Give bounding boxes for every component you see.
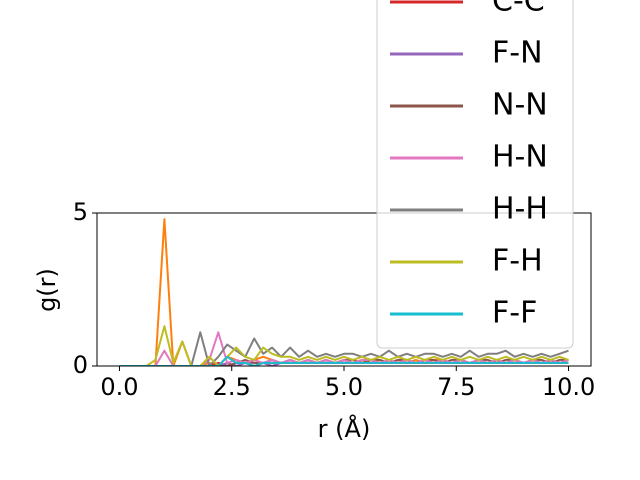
series-line	[119, 331, 569, 366]
legend-label: F-F	[492, 296, 537, 331]
x-tick-label: 5.0	[325, 373, 363, 401]
legend-label: C-C	[492, 0, 545, 19]
x-axis-label: r (Å)	[318, 414, 371, 443]
series-line	[119, 355, 569, 366]
legend-label: F-N	[492, 36, 543, 71]
series-line	[119, 331, 569, 366]
series-line	[119, 325, 569, 366]
legend-label: N-N	[492, 88, 548, 123]
legend-label: H-H	[492, 192, 548, 227]
x-tick-label: 2.5	[213, 373, 251, 401]
y-tick-label: 5	[73, 198, 88, 226]
legend-label: F-H	[492, 244, 543, 279]
x-tick-label: 10.0	[542, 373, 595, 401]
y-axis-label: g(r)	[33, 268, 61, 312]
y-tick-label: 0	[73, 351, 88, 379]
x-tick-label: 7.5	[437, 373, 475, 401]
plot-lines	[119, 218, 569, 366]
x-tick-label: 0.0	[100, 373, 138, 401]
legend-label: H-N	[492, 140, 548, 175]
